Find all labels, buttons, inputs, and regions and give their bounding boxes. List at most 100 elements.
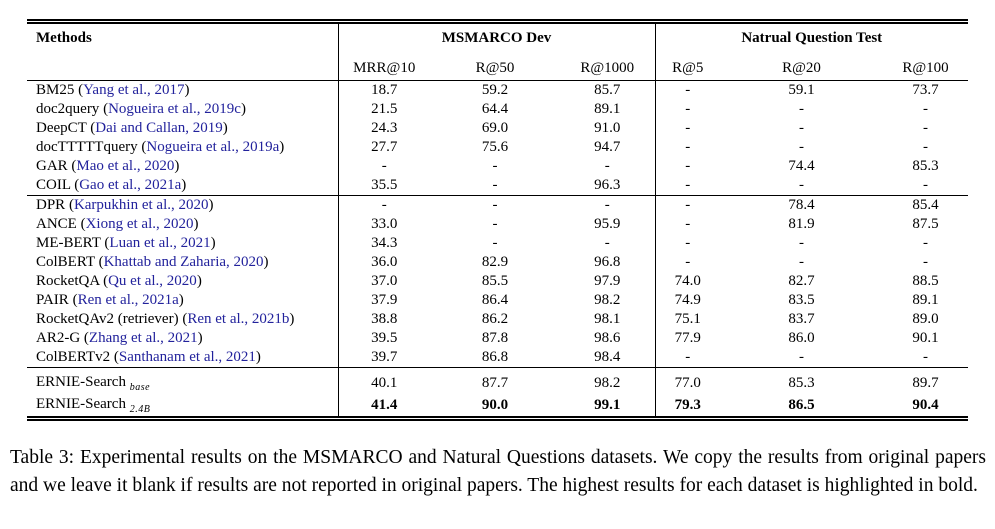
value-cell: 89.1: [912, 292, 939, 308]
value-cell: 85.4: [883, 195, 969, 215]
value-cell: 24.3: [371, 120, 398, 136]
value-cell: 85.7: [560, 80, 656, 100]
value-cell: -: [492, 177, 498, 193]
citation-link[interactable]: Xiong et al., 2020: [85, 216, 194, 232]
value-cell: 91.0: [560, 119, 656, 138]
value-cell: -: [381, 158, 387, 174]
value-cell: 35.5: [371, 177, 398, 193]
citation-link[interactable]: Yang et al., 2017: [83, 82, 185, 98]
method-name: GAR: [36, 158, 68, 174]
citation-link[interactable]: Mao et al., 2020: [76, 158, 175, 174]
value-cell: -: [923, 235, 929, 251]
value-cell: 41.4: [371, 396, 398, 413]
citation-link[interactable]: Qu et al., 2020: [108, 273, 197, 289]
value-cell: -: [923, 101, 929, 117]
value-cell: 85.5: [481, 273, 509, 289]
value-cell: 98.2: [560, 291, 656, 310]
method-cell: ME-BERT (Luan et al., 2021): [27, 234, 339, 253]
value-cell: -: [799, 254, 804, 270]
value-cell: 83.5: [788, 292, 815, 308]
method-name: RocketQAv2 (retriever): [36, 311, 179, 327]
method-cell: GAR (Mao et al., 2020): [27, 157, 339, 176]
method-cell: DeepCT (Dai and Callan, 2019): [27, 119, 339, 138]
value-cell: 78.4: [720, 195, 883, 215]
value-cell: 82.9: [481, 254, 509, 270]
value-cell: 75.6: [481, 139, 509, 155]
citation-link[interactable]: Dai and Callan, 2019: [95, 120, 223, 136]
table-body: BM25 (Yang et al., 2017) 18.7 59.2 85.7 - 59.…: [27, 80, 969, 419]
value-cell: 74.0: [674, 273, 701, 289]
value-cell: 85.3: [720, 367, 883, 394]
value-cell: 40.1: [338, 367, 430, 394]
value-cell: 90.4: [912, 396, 939, 413]
value-cell: -: [685, 235, 691, 251]
results-table: Methods MSMARCO Dev Natrual Question Tes…: [27, 19, 969, 421]
group-header-msmarco-dev: MSMARCO Dev: [338, 21, 656, 56]
value-cell: -: [685, 120, 691, 136]
results-table-container: Methods MSMARCO Dev Natrual Question Tes…: [27, 19, 969, 421]
value-cell: -: [655, 195, 720, 215]
col-header-methods: Methods: [27, 21, 339, 81]
method-name: ME-BERT: [36, 235, 101, 251]
value-cell: -: [560, 234, 656, 253]
value-cell: 69.0: [481, 120, 509, 136]
col-header-r20: R@20: [782, 59, 821, 76]
value-cell: -: [560, 157, 656, 176]
citation-link[interactable]: Khattab and Zaharia, 2020: [103, 254, 264, 270]
method-name: doc2query: [36, 101, 100, 117]
citation-link[interactable]: Nogueira et al., 2019a: [146, 139, 280, 155]
value-cell: 99.1: [560, 394, 656, 419]
value-cell: 90.0: [481, 396, 509, 413]
table-row: ME-BERT (Luan et al., 2021) 34.3 - - - - -: [27, 234, 968, 253]
table-caption: Table 3: Experimental results on the MSM…: [10, 447, 986, 496]
value-cell: 64.4: [481, 101, 509, 117]
method-cell: RocketQAv2 (retriever) (Ren et al., 2021…: [27, 310, 339, 329]
value-cell: -: [685, 82, 691, 98]
table-header: Methods MSMARCO Dev Natrual Question Tes…: [27, 21, 969, 81]
table-row: BM25 (Yang et al., 2017) 18.7 59.2 85.7 - 59.…: [27, 80, 968, 100]
citation-link[interactable]: Ren et al., 2021a: [77, 292, 179, 308]
value-cell: -: [685, 349, 691, 365]
table-row: ANCE (Xiong et al., 2020) 33.0 - 95.9 - 81.9 8…: [27, 215, 968, 234]
subcol-header-row: MRR@10 R@50 R@1000 R@5 R@20 R@100: [27, 56, 968, 81]
citation-link[interactable]: Nogueira et al., 2019c: [108, 101, 241, 117]
method-cell: ColBERT (Khattab and Zaharia, 2020): [27, 253, 339, 272]
value-cell: -: [492, 216, 498, 232]
method-subscript: base: [129, 381, 151, 393]
value-cell: 86.5: [788, 396, 815, 413]
table-row: COIL (Gao et al., 2021a) 35.5 - 96.3 - - -: [27, 176, 968, 196]
method-name: ERNIE-Search: [36, 373, 126, 390]
value-cell: 89.7: [883, 367, 969, 394]
method-cell: ColBERTv2 (Santhanam et al., 2021): [27, 348, 339, 368]
citation-link[interactable]: Karpukhin et al., 2020: [73, 197, 209, 213]
value-cell: -: [923, 177, 929, 193]
table-row: AR2-G (Zhang et al., 2021) 39.5 87.8 98.6 77…: [27, 329, 968, 348]
table-row: RocketQA (Qu et al., 2020) 37.0 85.5 97.9 74…: [27, 272, 968, 291]
value-cell: 59.2: [481, 82, 509, 98]
citation-link[interactable]: Ren et al., 2021b: [187, 311, 290, 327]
table-row: ERNIE-Search base 40.1 87.7 98.2 77.0 85.3 89.…: [27, 367, 969, 394]
citation-link[interactable]: Luan et al., 2021: [109, 235, 211, 251]
citation-link[interactable]: Santhanam et al., 2021: [118, 349, 256, 365]
method-name: AR2-G: [36, 330, 81, 346]
value-cell: 94.7: [560, 138, 656, 157]
citation-link[interactable]: Gao et al., 2021a: [79, 177, 182, 193]
citation-link[interactable]: Zhang et al., 2021: [88, 330, 198, 346]
value-cell: 98.4: [560, 348, 656, 368]
method-cell: ERNIE-Search 2.4B: [27, 394, 339, 419]
method-cell: ERNIE-Search base: [27, 367, 339, 394]
table-row: docTTTTTquery (Nogueira et al., 2019a) 27…: [27, 138, 968, 157]
table-row: GAR (Mao et al., 2020) - - - - 74.4 85.3: [27, 157, 968, 176]
value-cell: 87.5: [912, 216, 939, 232]
value-cell: 39.7: [371, 349, 398, 365]
group-header-row: Methods MSMARCO Dev Natrual Question Tes…: [27, 21, 968, 81]
value-cell: 33.0: [371, 216, 398, 232]
value-cell: 18.7: [371, 82, 398, 98]
value-cell: -: [799, 120, 804, 136]
method-name: PAIR: [36, 292, 69, 308]
table-row: doc2query (Nogueira et al., 2019c) 21.5 64…: [27, 100, 968, 119]
value-cell: 86.0: [788, 330, 815, 346]
value-cell: -: [685, 101, 691, 117]
value-cell: 77.9: [674, 330, 701, 346]
method-name: RocketQA: [36, 273, 100, 289]
